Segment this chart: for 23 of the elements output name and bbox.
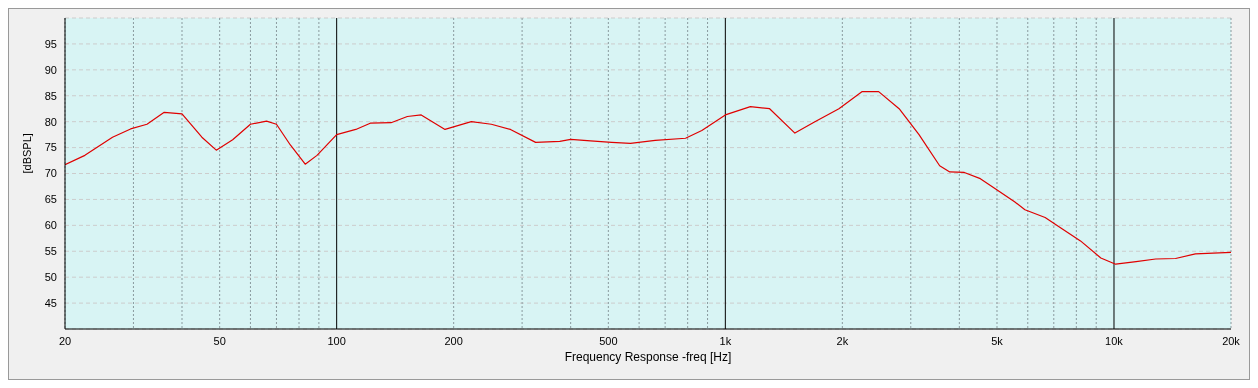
x-tick-label: 200 [444, 334, 463, 347]
x-tick-label: 500 [599, 334, 618, 347]
y-tick-label: 70 [44, 167, 57, 180]
y-axis-title: [dBSPL] [20, 133, 33, 174]
x-tick-label: 20k [1222, 334, 1241, 347]
y-tick-label: 45 [44, 296, 57, 309]
x-axis-title: Frequency Response -freq [Hz] [564, 350, 732, 364]
y-tick-label: 95 [44, 37, 57, 50]
y-tick-label: 75 [44, 141, 57, 154]
x-tick-label: 5k [991, 334, 1004, 347]
x-tick-label: 20 [58, 334, 72, 347]
y-tick-label: 65 [44, 193, 57, 206]
y-tick-label: 50 [44, 271, 57, 284]
x-tick-label: 100 [327, 334, 346, 347]
y-tick-label: 60 [44, 219, 57, 232]
x-tick-label: 2k [836, 334, 849, 347]
y-tick-label: 90 [44, 63, 57, 76]
y-tick-label: 55 [44, 245, 57, 258]
y-tick-label: 85 [44, 89, 57, 102]
x-tick-label: 10k [1105, 334, 1124, 347]
y-tick-label: 80 [44, 115, 57, 128]
x-tick-label: 1k [719, 334, 732, 347]
x-tick-label: 50 [213, 334, 226, 347]
